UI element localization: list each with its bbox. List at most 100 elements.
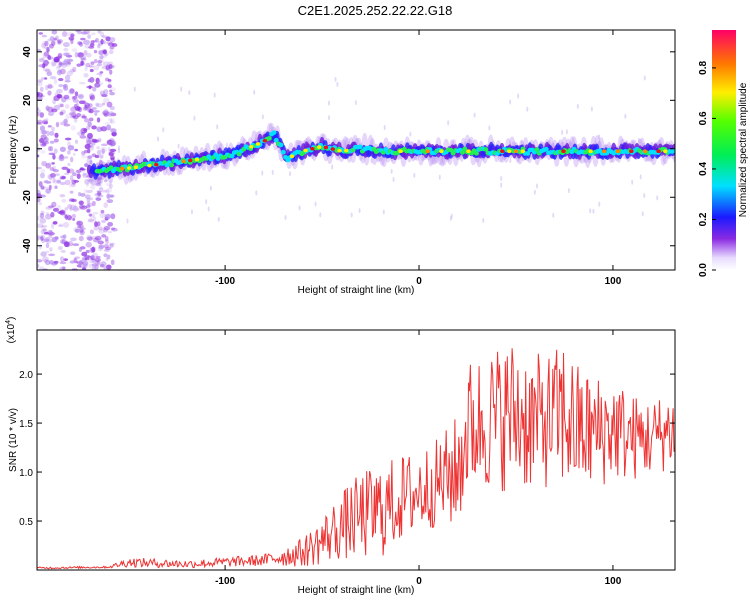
noise-blob	[55, 121, 60, 128]
noise-blob	[52, 207, 60, 212]
noise-blob	[103, 225, 111, 231]
noise-blob	[72, 205, 79, 212]
speck	[598, 134, 601, 140]
ridge-peak	[506, 149, 512, 154]
noise-blob	[101, 94, 108, 98]
noise-blob	[37, 48, 41, 52]
noise-blob	[70, 33, 75, 38]
ridge-peak	[500, 149, 505, 154]
speck	[637, 137, 640, 143]
noise-blob	[37, 108, 41, 114]
noise-blob	[110, 157, 115, 161]
speck	[328, 115, 331, 121]
noise-blob	[105, 256, 109, 261]
noise-blob	[102, 228, 109, 233]
noise-blob	[77, 261, 84, 265]
noise-blob	[88, 108, 94, 114]
noise-blob	[80, 37, 86, 41]
noise-blob	[93, 58, 98, 64]
noise-blob	[87, 155, 93, 159]
noise-blob	[49, 247, 53, 252]
noise-blob	[59, 194, 66, 198]
noise-blob	[50, 40, 56, 46]
speck	[526, 106, 529, 112]
speck	[438, 174, 441, 180]
noise-blob	[87, 34, 92, 39]
noise-blob	[45, 242, 50, 249]
noise-blob	[58, 69, 62, 74]
noise-blob	[87, 107, 92, 113]
speck	[643, 75, 646, 81]
noise-blob	[74, 91, 79, 97]
noise-blob	[64, 74, 71, 81]
bottom-x-axis-label: Height of straight line (km)	[298, 585, 415, 596]
noise-blob	[94, 235, 102, 241]
speck	[447, 120, 450, 126]
speck	[236, 157, 239, 163]
noise-blob	[39, 125, 46, 132]
noise-blob	[69, 88, 75, 94]
speck	[413, 172, 416, 178]
ridge-core	[483, 147, 489, 152]
noise-blob	[53, 58, 60, 63]
noise-blob	[90, 61, 95, 65]
ridge-peak	[344, 148, 349, 153]
noise-blob	[47, 54, 52, 60]
noise-blob	[77, 94, 84, 98]
noise-blob	[90, 144, 94, 149]
speck	[383, 124, 386, 130]
noise-blob	[83, 118, 90, 123]
noise-blob	[64, 172, 70, 176]
noise-blob	[107, 221, 114, 227]
noise-blob	[94, 257, 101, 262]
top-x-tick-label: -100	[215, 276, 235, 287]
noise-blob	[84, 44, 91, 49]
ridge-peak	[602, 149, 607, 154]
noise-blob	[40, 169, 46, 173]
noise-blob	[83, 188, 88, 194]
noise-blob	[56, 65, 61, 72]
noise-blob	[80, 192, 86, 197]
noise-blob	[99, 73, 103, 77]
noise-blob	[97, 80, 101, 83]
noise-blob	[107, 61, 114, 65]
noise-blob	[63, 85, 69, 91]
ridge-core	[273, 137, 279, 143]
noise-blob	[62, 234, 67, 239]
noise-blob	[109, 87, 117, 92]
noise-blob	[37, 154, 40, 158]
noise-blob	[111, 43, 118, 48]
noise-blob	[37, 121, 42, 125]
noise-blob	[99, 155, 103, 160]
noise-blob	[95, 255, 101, 259]
speck	[336, 81, 339, 87]
noise-blob	[53, 138, 59, 143]
noise-blob	[103, 89, 109, 95]
noise-blob	[64, 104, 70, 109]
speck	[488, 125, 491, 131]
noise-blob	[42, 61, 50, 65]
noise-blob	[91, 138, 98, 143]
noise-blob	[110, 259, 115, 266]
noise-blob	[93, 65, 100, 71]
noise-blob	[57, 224, 64, 227]
ridge-peak	[147, 163, 152, 168]
noise-blob	[72, 172, 77, 177]
speck	[110, 118, 113, 124]
noise-blob	[90, 236, 97, 240]
colorbar-tick-label: 0.4	[698, 162, 709, 176]
noise-blob	[98, 244, 105, 250]
noise-blob	[38, 64, 44, 68]
noise-blob	[82, 173, 89, 179]
noise-blob	[87, 132, 93, 139]
colorbar-tick-label: 0.6	[698, 111, 709, 125]
noise-blob	[60, 68, 66, 75]
ridge-core	[459, 150, 465, 155]
noise-blob	[93, 110, 100, 113]
noise-blob	[68, 90, 75, 95]
noise-blob	[74, 51, 79, 58]
noise-blob	[109, 46, 115, 50]
ridge-peak	[337, 148, 342, 153]
noise-blob	[78, 81, 86, 85]
noise-blob	[97, 178, 102, 185]
